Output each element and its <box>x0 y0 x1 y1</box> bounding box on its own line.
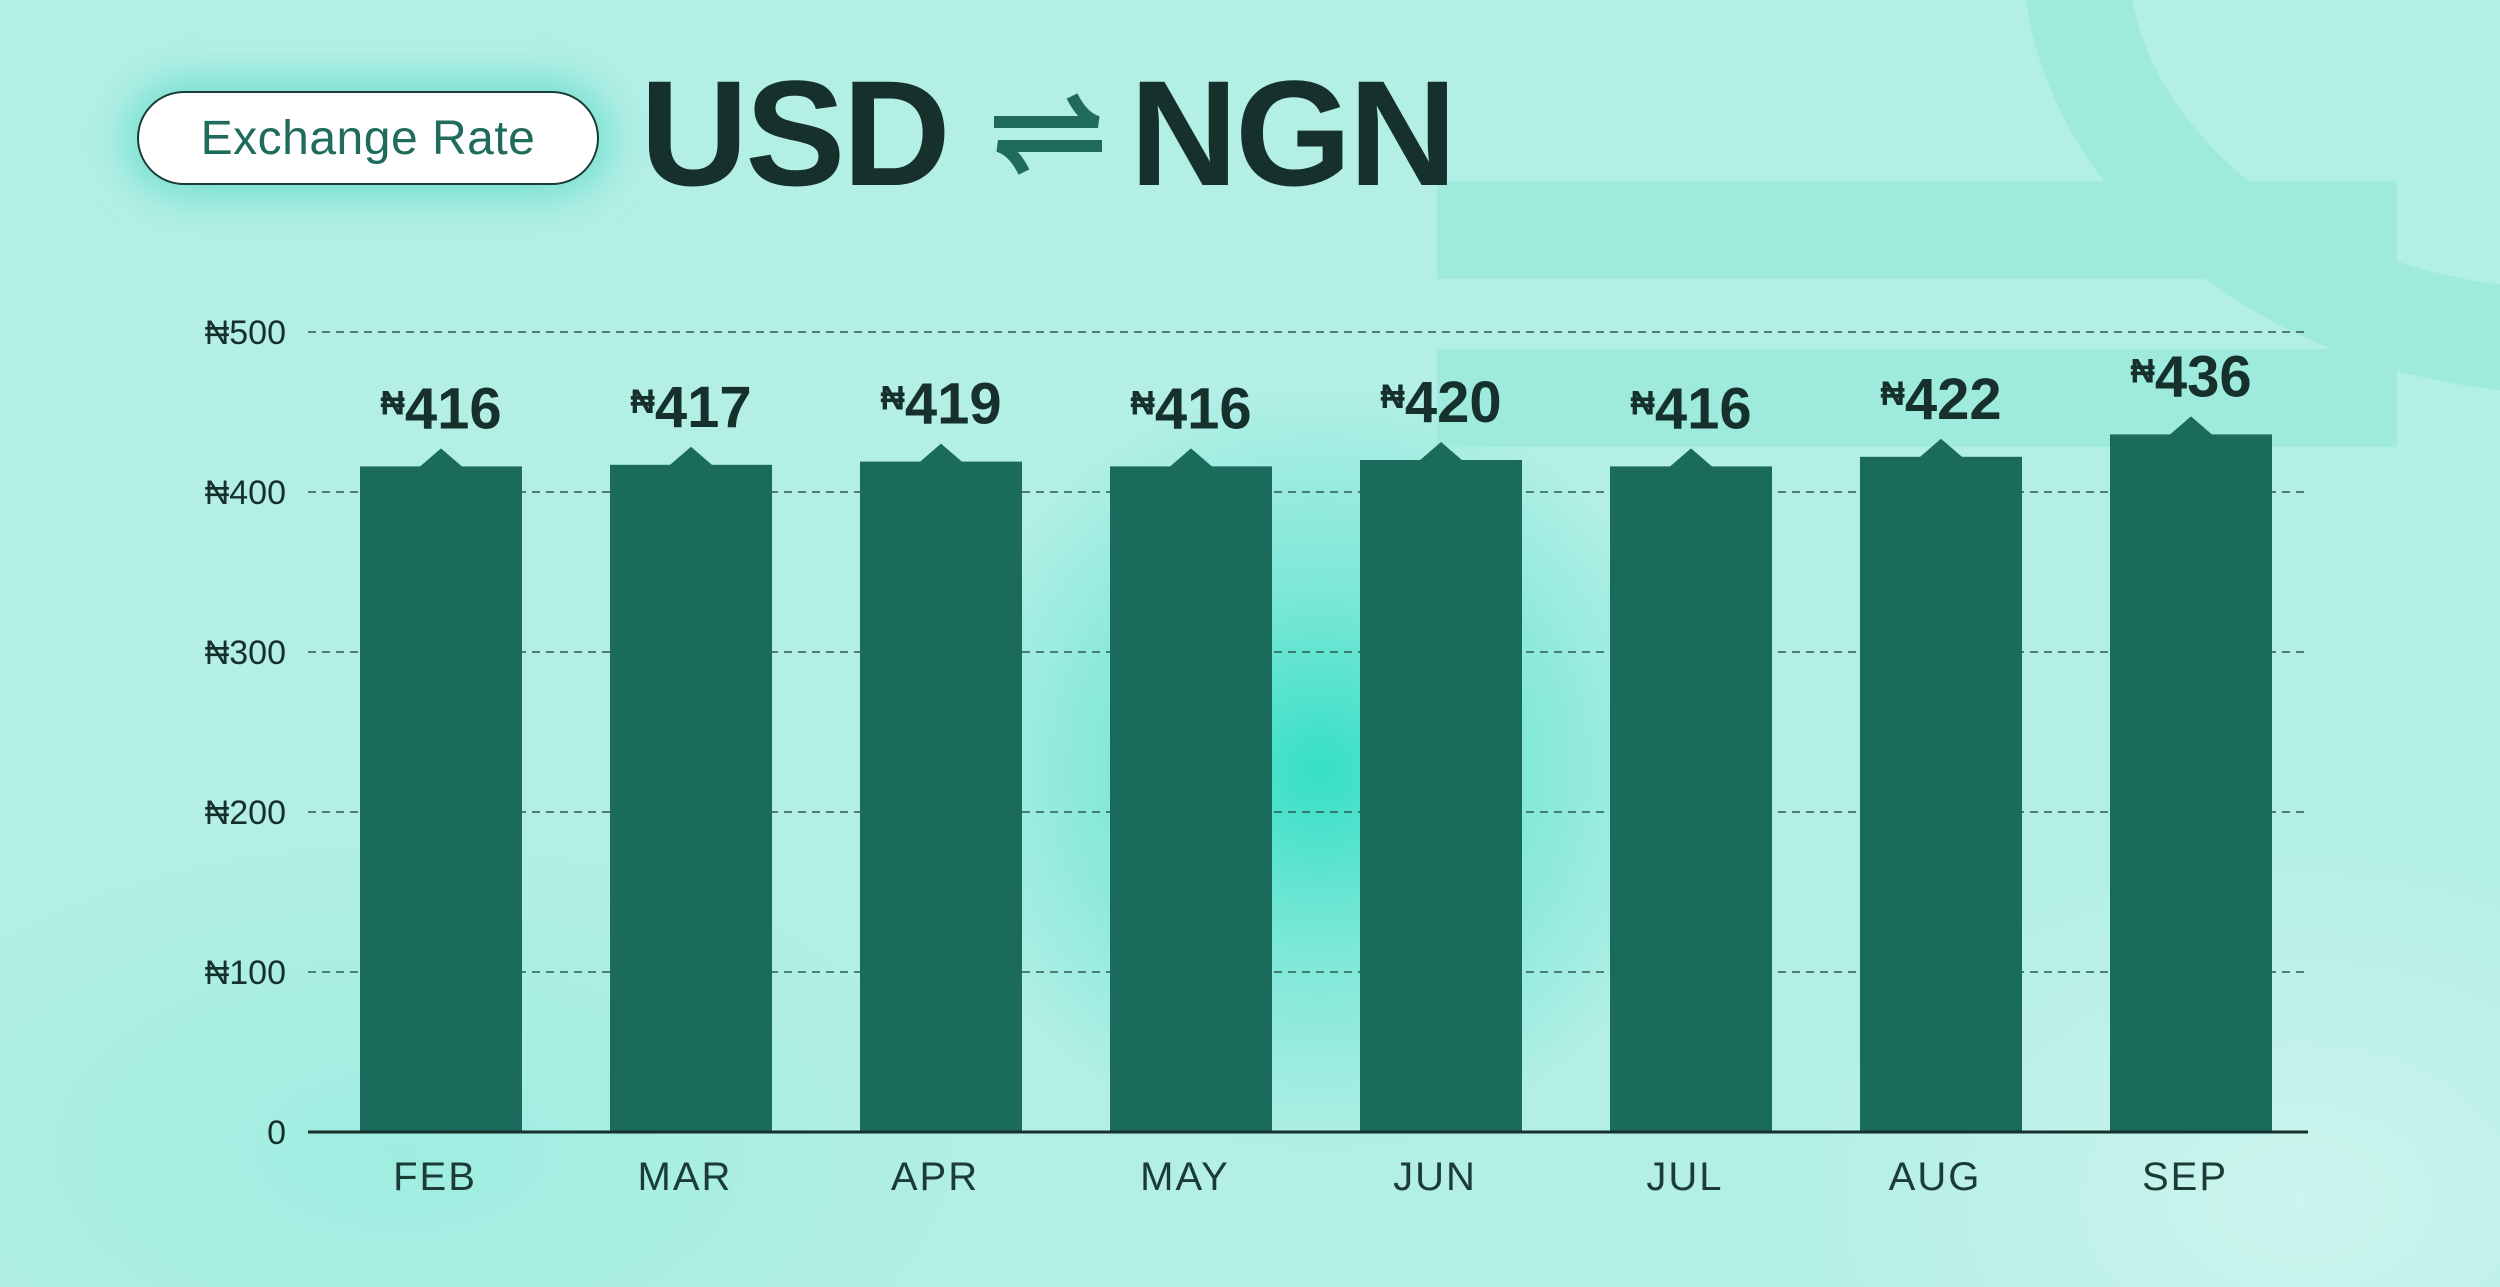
data-label: ₦420 <box>1380 370 1501 435</box>
bar-marker <box>1669 448 1713 468</box>
data-label: ₦416 <box>380 376 501 441</box>
y-axis: 0 ₦100 ₦200 ₦300 ₦400 ₦500 <box>205 314 286 1152</box>
x-tick-label: JUL <box>1646 1155 1723 1199</box>
data-label: ₦419 <box>880 372 1001 437</box>
y-tick-label: ₦500 <box>205 314 286 352</box>
bar <box>1860 456 2022 1132</box>
bar-marker <box>1169 448 1213 468</box>
bar <box>360 466 522 1132</box>
bar-marker <box>1919 438 1963 458</box>
x-tick-label: AUG <box>1889 1155 1982 1199</box>
x-tick-label: JUN <box>1393 1155 1477 1199</box>
decorative-band-top <box>1437 181 2397 279</box>
bar-marker <box>669 446 713 466</box>
currency-pair-title: USD NGN <box>640 49 1457 217</box>
bar <box>1610 466 1772 1132</box>
x-tick-label: SEP <box>2142 1155 2228 1199</box>
bar-marker <box>1419 442 1463 461</box>
x-tick-label: MAY <box>1140 1155 1230 1199</box>
data-label: ₦422 <box>1880 367 2001 432</box>
from-currency: USD <box>640 48 951 217</box>
bar-marker <box>419 448 463 468</box>
data-label: ₦417 <box>630 375 751 440</box>
y-tick-label: ₦400 <box>205 474 286 512</box>
x-axis: FEB MAR APR MAY JUN JUL AUG SEP <box>308 1130 2308 1199</box>
x-tick-label: MAR <box>638 1155 733 1199</box>
swap-arrows-icon <box>993 93 1102 175</box>
y-tick-label: ₦100 <box>205 954 286 992</box>
bar <box>2110 434 2272 1132</box>
y-tick-label: ₦300 <box>205 634 286 672</box>
data-label: ₦416 <box>1130 376 1251 441</box>
exchange-rate-badge: Exchange Rate <box>137 91 599 185</box>
bars: ₦416 ₦417 ₦419 ₦416 ₦420 ₦416 ₦422 ₦436 <box>360 344 2272 1133</box>
data-label: ₦416 <box>1630 376 1751 441</box>
x-tick-label: FEB <box>393 1155 477 1199</box>
bar-marker <box>2169 416 2213 436</box>
y-tick-label: ₦200 <box>205 794 286 832</box>
bar <box>1360 460 1522 1132</box>
bar <box>860 461 1022 1133</box>
data-label: ₦436 <box>2130 344 2251 409</box>
bar-marker <box>919 443 963 463</box>
x-tick-label: APR <box>891 1155 979 1199</box>
y-tick-label: 0 <box>267 1114 286 1152</box>
decorative-band-bottom <box>1437 349 2397 447</box>
bar <box>1110 466 1272 1132</box>
bar <box>610 464 772 1132</box>
to-currency: NGN <box>1129 48 1457 217</box>
